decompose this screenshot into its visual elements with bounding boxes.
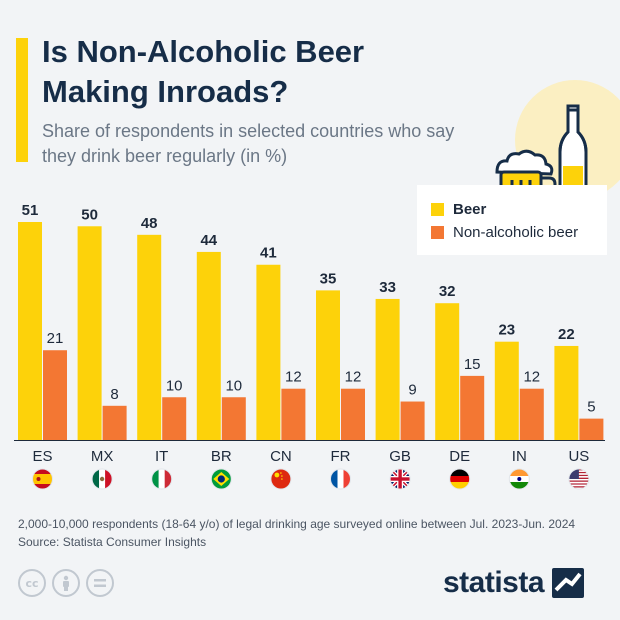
non-alcoholic-bar-in <box>519 388 544 440</box>
flag-italy-icon <box>151 468 173 490</box>
non-alcoholic-value-label-gb: 9 <box>408 382 416 399</box>
statista-logo-icon <box>552 568 585 598</box>
beer-bar-de <box>435 303 460 440</box>
flag-usa-icon <box>568 468 590 490</box>
title-accent-bar <box>16 38 28 162</box>
x-tick-label-gb: GB <box>389 448 411 465</box>
legend-swatch-non-alcoholic <box>431 226 444 239</box>
beer-value-label-de: 32 <box>439 283 456 300</box>
legend-label-non-alcoholic: Non-alcoholic beer <box>453 224 579 241</box>
x-tick-label-fr: FR <box>331 448 351 465</box>
beer-value-label-gb: 33 <box>379 279 396 296</box>
beer-value-label-br: 44 <box>200 232 217 249</box>
beer-bar-gb <box>375 298 400 440</box>
flag-ring <box>91 468 113 490</box>
brand-wordmark: statista <box>443 566 545 599</box>
non-alcoholic-value-label-es: 21 <box>47 330 64 347</box>
beer-illustration <box>495 80 620 210</box>
non-alcoholic-bar-es <box>43 350 67 440</box>
non-alcoholic-value-label-fr: 12 <box>345 369 362 386</box>
x-tick-label-us: US <box>568 448 589 465</box>
flag-ring <box>330 468 351 490</box>
beer-bar-br <box>196 251 221 440</box>
flag-ring <box>389 468 411 490</box>
legend-swatch-beer <box>431 203 444 216</box>
beer-bar-in <box>494 341 519 440</box>
flag-ring <box>270 468 292 490</box>
survey-note: 2,000-10,000 respondents (18-64 y/o) of … <box>18 517 576 531</box>
flag-mexico-icon <box>91 468 113 490</box>
source-note: Source: Statista Consumer Insights <box>18 535 207 549</box>
non-alcoholic-bar-mx <box>102 405 127 440</box>
beer-value-label-mx: 50 <box>81 206 98 223</box>
non-alcoholic-bar-fr <box>341 388 365 440</box>
non-alcoholic-value-label-in: 12 <box>523 369 540 386</box>
flag-brazil-icon <box>210 468 232 490</box>
flag-spain-icon <box>32 468 53 490</box>
beer-value-label-in: 23 <box>498 322 515 339</box>
non-alcoholic-bar-gb <box>400 401 425 440</box>
non-alcoholic-bar-cn <box>281 388 306 440</box>
beer-bar-it <box>137 234 162 440</box>
flag-uk-icon <box>389 468 411 490</box>
flag-germany-icon <box>449 468 471 490</box>
footnote: 2,000-10,000 respondents (18-64 y/o) of … <box>18 515 618 551</box>
flag-ring <box>32 468 53 490</box>
non-alcoholic-value-label-it: 10 <box>166 377 183 394</box>
non-alcoholic-bar-br <box>221 397 246 440</box>
x-tick-label-cn: CN <box>270 448 292 465</box>
flag-china-icon <box>270 468 292 490</box>
statista-brand[interactable]: statista <box>443 566 585 600</box>
non-alcoholic-bar-us <box>579 418 604 440</box>
flag-france-icon <box>330 468 351 490</box>
beer-value-label-cn: 41 <box>260 245 277 262</box>
beer-value-label-es: 51 <box>22 202 39 219</box>
legend-item-non-alcoholic: Non-alcoholic beer <box>431 224 578 241</box>
x-tick-label-es: ES <box>32 448 52 465</box>
x-tick-label-it: IT <box>155 448 168 465</box>
non-alcoholic-bar-de <box>460 375 485 440</box>
flag-ring <box>210 468 232 490</box>
beer-bar-us <box>554 345 579 440</box>
beer-bar-cn <box>256 264 281 440</box>
legend-label-beer: Beer <box>453 201 487 218</box>
beer-bar-mx <box>77 226 102 440</box>
x-tick-label-br: BR <box>211 448 232 465</box>
flag-india-icon <box>508 468 530 490</box>
chart-title: Is Non-Alcoholic Beer Making Inroads? <box>42 34 365 109</box>
legend: Beer Non-alcoholic beer <box>417 185 607 255</box>
creative-commons-icon[interactable]: cc <box>18 569 46 597</box>
beer-bar-fr <box>316 290 340 440</box>
license-icons: cc <box>18 569 114 597</box>
non-alcoholic-value-label-mx: 8 <box>110 386 118 403</box>
non-alcoholic-bar-it <box>162 397 187 440</box>
chart-subtitle: Share of respondents in selected countri… <box>42 121 455 166</box>
beer-value-label-fr: 35 <box>320 270 337 287</box>
bar-chart: 51 21 ES 50 8 MX 48 10 IT 44 10 BR 41 12 CN 35 12 FR 33 9 GB… <box>14 202 605 490</box>
beer-bar-es <box>18 222 42 440</box>
flag-ring <box>508 468 530 490</box>
x-tick-label-mx: MX <box>91 448 114 465</box>
beer-value-label-it: 48 <box>141 215 158 232</box>
flag-ring <box>568 468 590 490</box>
non-alcoholic-value-label-cn: 12 <box>285 369 302 386</box>
attribution-icon[interactable] <box>52 569 80 597</box>
flag-ring <box>151 468 173 490</box>
beer-value-label-us: 22 <box>558 326 575 343</box>
x-tick-label-de: DE <box>449 448 470 465</box>
non-alcoholic-value-label-de: 15 <box>464 356 481 373</box>
no-derivatives-icon[interactable] <box>86 569 114 597</box>
legend-item-beer: Beer <box>431 201 486 218</box>
x-tick-label-in: IN <box>512 448 527 465</box>
flag-ring <box>449 468 471 490</box>
non-alcoholic-value-label-br: 10 <box>225 377 242 394</box>
non-alcoholic-value-label-us: 5 <box>587 399 595 416</box>
